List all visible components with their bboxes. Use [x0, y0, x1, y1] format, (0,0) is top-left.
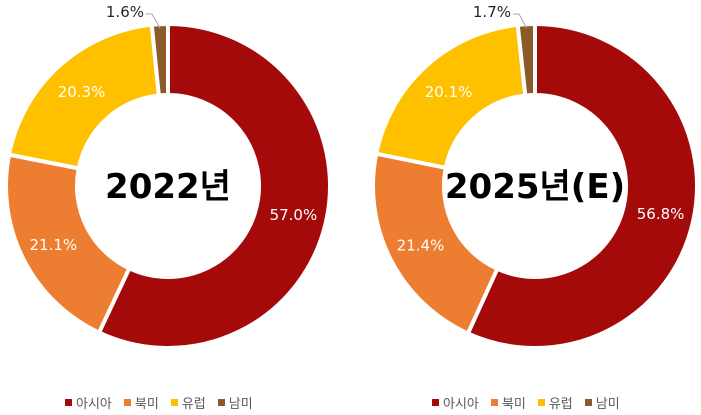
- data-label-asia: 56.8%: [637, 205, 685, 223]
- legend-label-south-america: 남미: [595, 396, 620, 412]
- slice-south-america: [515, 21, 537, 98]
- legend-label-europe: 유럽: [181, 396, 206, 412]
- legend-item-europe: 유럽: [170, 393, 206, 412]
- legend-swatch-south-america: [584, 398, 592, 406]
- slice-asia: [96, 21, 332, 350]
- legend-item-asia: 아시아: [65, 393, 112, 412]
- legend-swatch-north-america: [123, 398, 131, 406]
- data-label-europe: 20.1%: [425, 83, 473, 101]
- data-label-asia: 57.0%: [270, 206, 318, 224]
- legend-item-south-america: 남미: [217, 393, 253, 412]
- legend-item-north-america: 북미: [490, 393, 526, 412]
- data-label-north-america: 21.4%: [397, 236, 445, 254]
- slice-south-america: [149, 21, 170, 98]
- legend-label-north-america: 북미: [501, 396, 526, 412]
- legend-label-europe: 유럽: [548, 396, 573, 412]
- data-label-south-america: 1.7%: [473, 3, 511, 21]
- legend-swatch-asia: [432, 398, 439, 406]
- donut-svg-2022: 57.0% 21.1% 20.3% 1.6% 2022년: [4, 3, 332, 350]
- legend-swatch-asia: [65, 398, 72, 406]
- slice-europe: [6, 22, 162, 171]
- donut-chart-2025: 56.8% 21.4% 20.1% 1.7% 2025년(E) 아시아 북미 유럽 남미: [351, 0, 701, 415]
- data-label-south-america: 1.6%: [106, 3, 144, 21]
- legend-2022: 아시아 북미 유럽 남미: [65, 393, 265, 412]
- legend-item-europe: 유럽: [537, 393, 573, 412]
- legend-2025: 아시아 북미 유럽 남미: [432, 393, 632, 412]
- slice-asia: [465, 21, 699, 350]
- legend-swatch-europe: [170, 398, 178, 406]
- donut-svg-2025: 56.8% 21.4% 20.1% 1.7% 2025년(E): [371, 3, 699, 350]
- legend-label-north-america: 북미: [134, 396, 159, 412]
- legend-item-asia: 아시아: [432, 393, 479, 412]
- donut-chart-2022: 57.0% 21.1% 20.3% 1.6% 2022년 아시아 북미 유럽 남미: [0, 0, 350, 415]
- slice-north-america: [371, 151, 500, 337]
- leader-line-south-america: [513, 13, 528, 29]
- legend-label-asia: 아시아: [76, 396, 112, 412]
- legend-item-north-america: 북미: [123, 393, 159, 412]
- chart-title-2022: 2022년: [105, 167, 231, 207]
- legend-swatch-south-america: [217, 398, 225, 406]
- data-label-north-america: 21.1%: [29, 236, 77, 254]
- data-label-europe: 20.3%: [58, 83, 106, 101]
- legend-swatch-north-america: [490, 398, 498, 406]
- chart-title-2025: 2025년(E): [445, 167, 625, 207]
- legend-label-south-america: 남미: [228, 396, 253, 412]
- legend-label-asia: 아시아: [443, 396, 479, 412]
- leader-line-south-america: [146, 13, 161, 29]
- legend-item-south-america: 남미: [584, 393, 620, 412]
- legend-swatch-europe: [537, 398, 545, 406]
- slice-europe: [373, 22, 528, 171]
- slice-north-america: [4, 152, 132, 336]
